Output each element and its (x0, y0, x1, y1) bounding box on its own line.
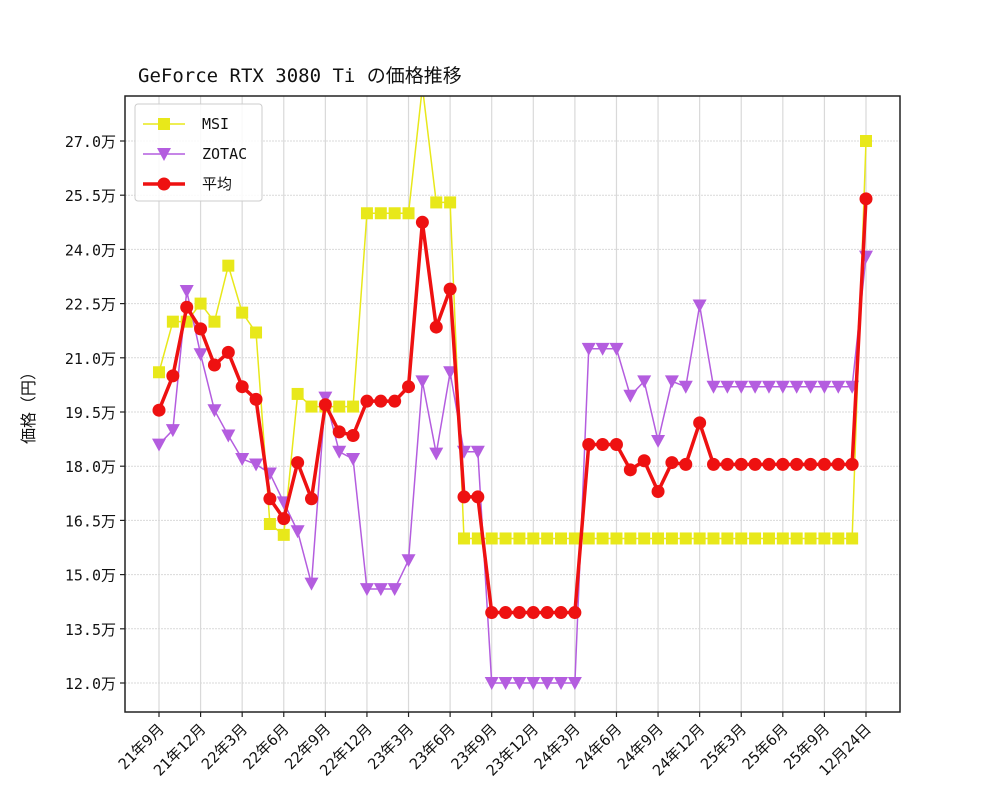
y-tick-label: 16.5万 (65, 512, 116, 530)
y-tick-label: 13.5万 (65, 621, 116, 639)
series-msi (153, 96, 872, 545)
chart-title: GeForce RTX 3080 Ti の価格推移 (138, 65, 462, 87)
y-tick-label: 21.0万 (65, 350, 116, 368)
plot-frame (124, 95, 901, 713)
legend-label: MSI (202, 115, 229, 133)
y-tick-label: 12.0万 (65, 675, 116, 693)
y-axis-label: 価格（円） (19, 364, 38, 444)
series-zotac (152, 250, 873, 690)
y-tick-label: 19.5万 (65, 404, 116, 422)
y-tick-label: 24.0万 (65, 241, 116, 259)
x-axis: 21年9月21年12月22年3月22年6月22年9月22年12月23年3月23年… (115, 712, 875, 780)
y-tick-label: 18.0万 (65, 458, 116, 476)
legend-item-zotac: ZOTAC (143, 145, 247, 163)
legend-item-平均: 平均 (143, 175, 232, 193)
y-tick-label: 25.5万 (65, 187, 116, 205)
legend-item-msi: MSI (143, 115, 229, 133)
legend-label: ZOTAC (202, 145, 247, 163)
legend-label: 平均 (202, 175, 232, 193)
series-平均 (152, 192, 873, 620)
y-axis: 12.0万 13.5万 15.0万 16.5万 18.0万 19.5万 21.0万 22.5万… (65, 133, 125, 693)
y-tick-label: 22.5万 (65, 296, 116, 314)
y-tick-label: 15.0万 (65, 567, 116, 585)
legend: MSI ZOTAC 平均 (134, 103, 263, 202)
y-tick-label: 27.0万 (65, 133, 116, 151)
series-layer (152, 96, 873, 690)
